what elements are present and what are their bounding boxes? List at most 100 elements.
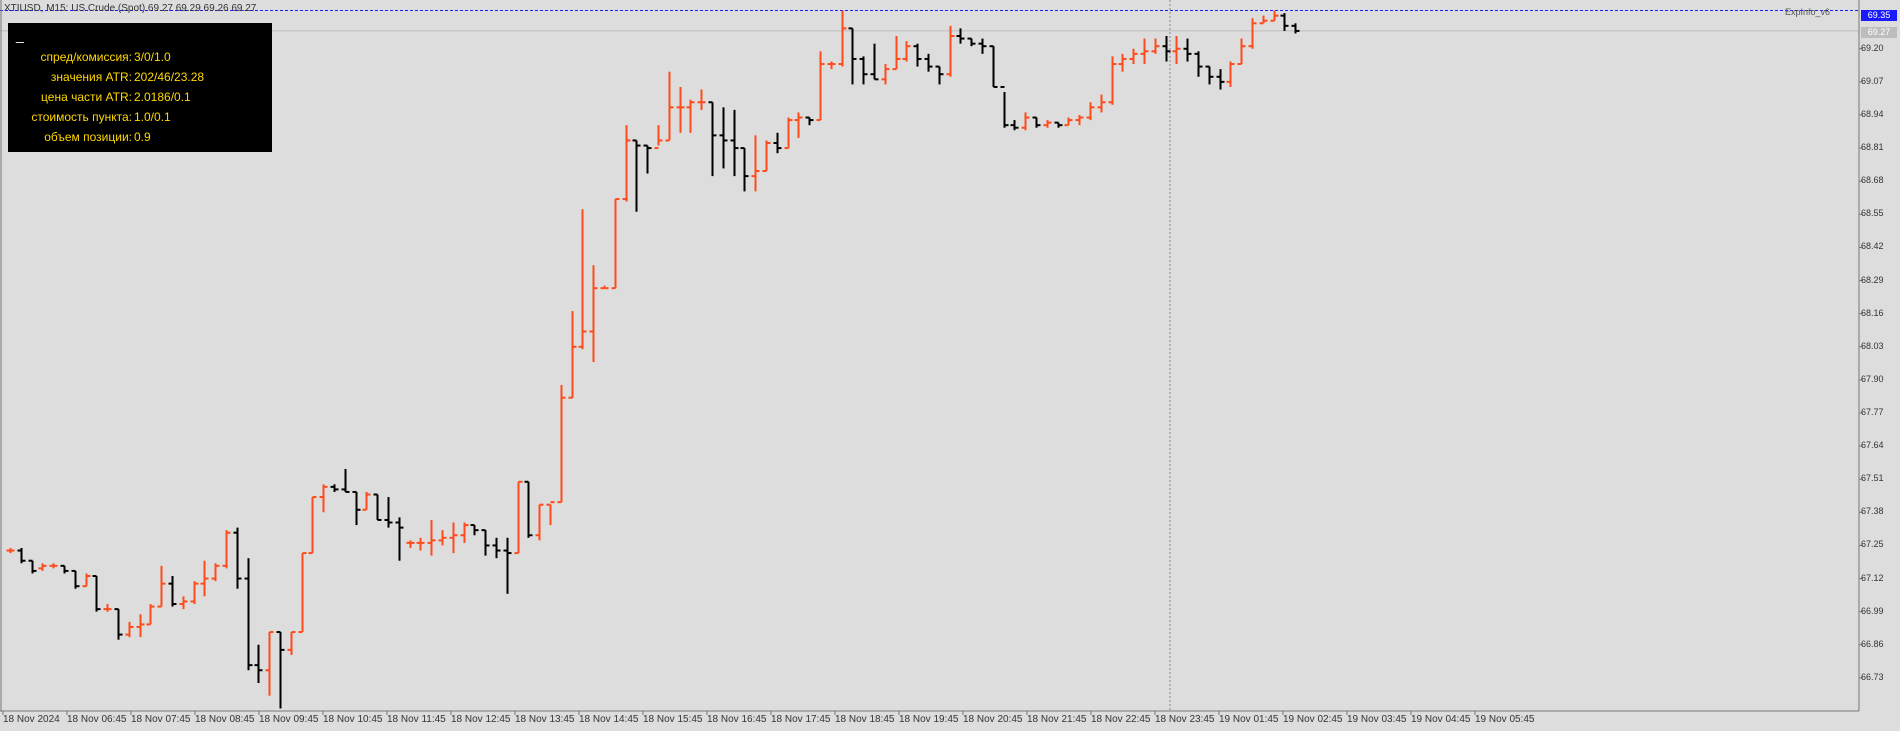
ohlc-bar [136,614,145,638]
ask-price-tag: 69.35 [1861,10,1897,21]
ohlc-bar [125,621,134,638]
time-tick-label: 19 Nov 05:45 [1475,714,1535,725]
time-tick-label: 18 Nov 10:45 [323,714,383,725]
time-tick-label: 18 Nov 16:45 [707,714,767,725]
ohlc-bar [1097,94,1106,113]
ohlc-bar [535,503,544,541]
ohlc-bar [568,311,577,399]
ohlc-bar [1291,23,1300,34]
ohlc-bar [287,631,296,655]
bid-price-tag: 69.27 [1861,27,1897,38]
price-tick-label: 68.16 [1861,307,1884,318]
ohlc-bar [71,569,80,589]
info-row-spread: спред/комиссия: 3/0/1.0 [8,50,272,66]
ohlc-bar [827,61,836,70]
info-key: цена части ATR: [41,90,132,104]
price-tick-label: 68.68 [1861,175,1884,186]
ohlc-bar [1064,117,1073,127]
ohlc-bar [1172,36,1181,65]
ohlc-bar [1021,112,1030,131]
price-tick-label: 67.25 [1861,539,1884,550]
time-tick-label: 18 Nov 21:45 [1027,714,1087,725]
price-tick-label: 68.81 [1861,142,1884,153]
ohlc-bar [1259,15,1268,25]
ohlc-bar [1000,85,1009,128]
info-value: 3/0/1.0 [134,50,171,64]
ohlc-bar [211,563,220,582]
ohlc-bar [92,575,101,612]
ohlc-bar [1054,121,1063,128]
ohlc-bar [913,43,922,67]
time-tick-label: 18 Nov 22:45 [1091,714,1151,725]
symbol-header: XTIUSD, M15: US Crude (Spot) 69.27 69.29… [4,3,257,14]
ohlc-bar [362,491,371,511]
ohlc-bar [416,537,425,551]
ohlc-bar [308,496,317,555]
ohlc-bar [330,484,339,492]
price-tick-label: 68.94 [1861,108,1884,119]
ohlc-bar [481,529,490,556]
time-tick-label: 18 Nov 18:45 [835,714,895,725]
ohlc-bar [946,25,955,77]
ohlc-bar [492,537,501,559]
price-tick-label: 66.99 [1861,605,1884,616]
ohlc-bar [719,107,728,169]
ohlc-bar [870,43,879,81]
ohlc-bar [1183,38,1192,62]
info-panel-collapse-button[interactable]: _ [16,27,24,43]
time-tick-label: 18 Nov 12:45 [451,714,511,725]
ohlc-bar [17,547,26,564]
ohlc-bar [1280,13,1289,31]
ohlc-bar [762,140,771,173]
info-row-point-value: стоимость пункта: 1.0/0.1 [8,110,272,126]
ohlc-bar [611,198,620,290]
chart-axes [0,0,1863,715]
ohlc-bar [233,527,242,589]
time-tick-label: 18 Nov 09:45 [259,714,319,725]
ohlc-bar [1248,18,1257,49]
ohlc-bar [82,573,91,588]
ohlc-bar [1043,120,1052,128]
time-tick-label: 18 Nov 06:45 [67,714,127,725]
ohlc-bar [384,497,393,528]
ohlc-bar [244,558,253,671]
ohlc-bar [114,608,123,640]
ohlc-bars [6,10,1300,709]
time-tick-label: 18 Nov 14:45 [579,714,639,725]
price-tick-label: 67.38 [1861,506,1884,517]
ohlc-bar [794,112,803,138]
ohlc-bar [1194,51,1203,77]
price-tick-label: 68.42 [1861,241,1884,252]
price-tick-label: 66.86 [1861,638,1884,649]
ohlc-bar [978,38,987,54]
time-tick-label: 18 Nov 15:45 [643,714,703,725]
info-key: стоимость пункта: [31,110,132,124]
ohlc-bar [881,64,890,85]
ohlc-bar [589,265,598,363]
ohlc-bar [1108,56,1117,105]
ohlc-bar [276,631,285,709]
ohlc-bar [654,125,663,150]
ohlc-bar [28,559,37,574]
ohlc-bar [1216,69,1225,90]
price-tick-label: 68.29 [1861,274,1884,285]
ohlc-bar [298,552,307,634]
time-tick-label: 18 Nov 07:45 [131,714,191,725]
ohlc-bar [600,285,609,290]
info-row-atr: значения ATR: 202/46/23.28 [8,70,272,86]
ohlc-bar [470,524,479,536]
ohlc-bar [859,56,868,85]
ohlc-bar [146,604,155,626]
ohlc-bar [60,564,69,574]
ohlc-bar [967,37,976,47]
price-tick-label: 69.07 [1861,75,1884,86]
ohlc-bar [751,135,760,192]
ohlc-bar [1226,61,1235,87]
price-tick-label: 67.77 [1861,406,1884,417]
ohlc-bar [784,117,793,150]
info-row-atr-part: цена части ATR: 2.0186/0.1 [8,90,272,106]
price-tick-label: 67.51 [1861,473,1884,484]
ohlc-bar [1010,120,1019,131]
